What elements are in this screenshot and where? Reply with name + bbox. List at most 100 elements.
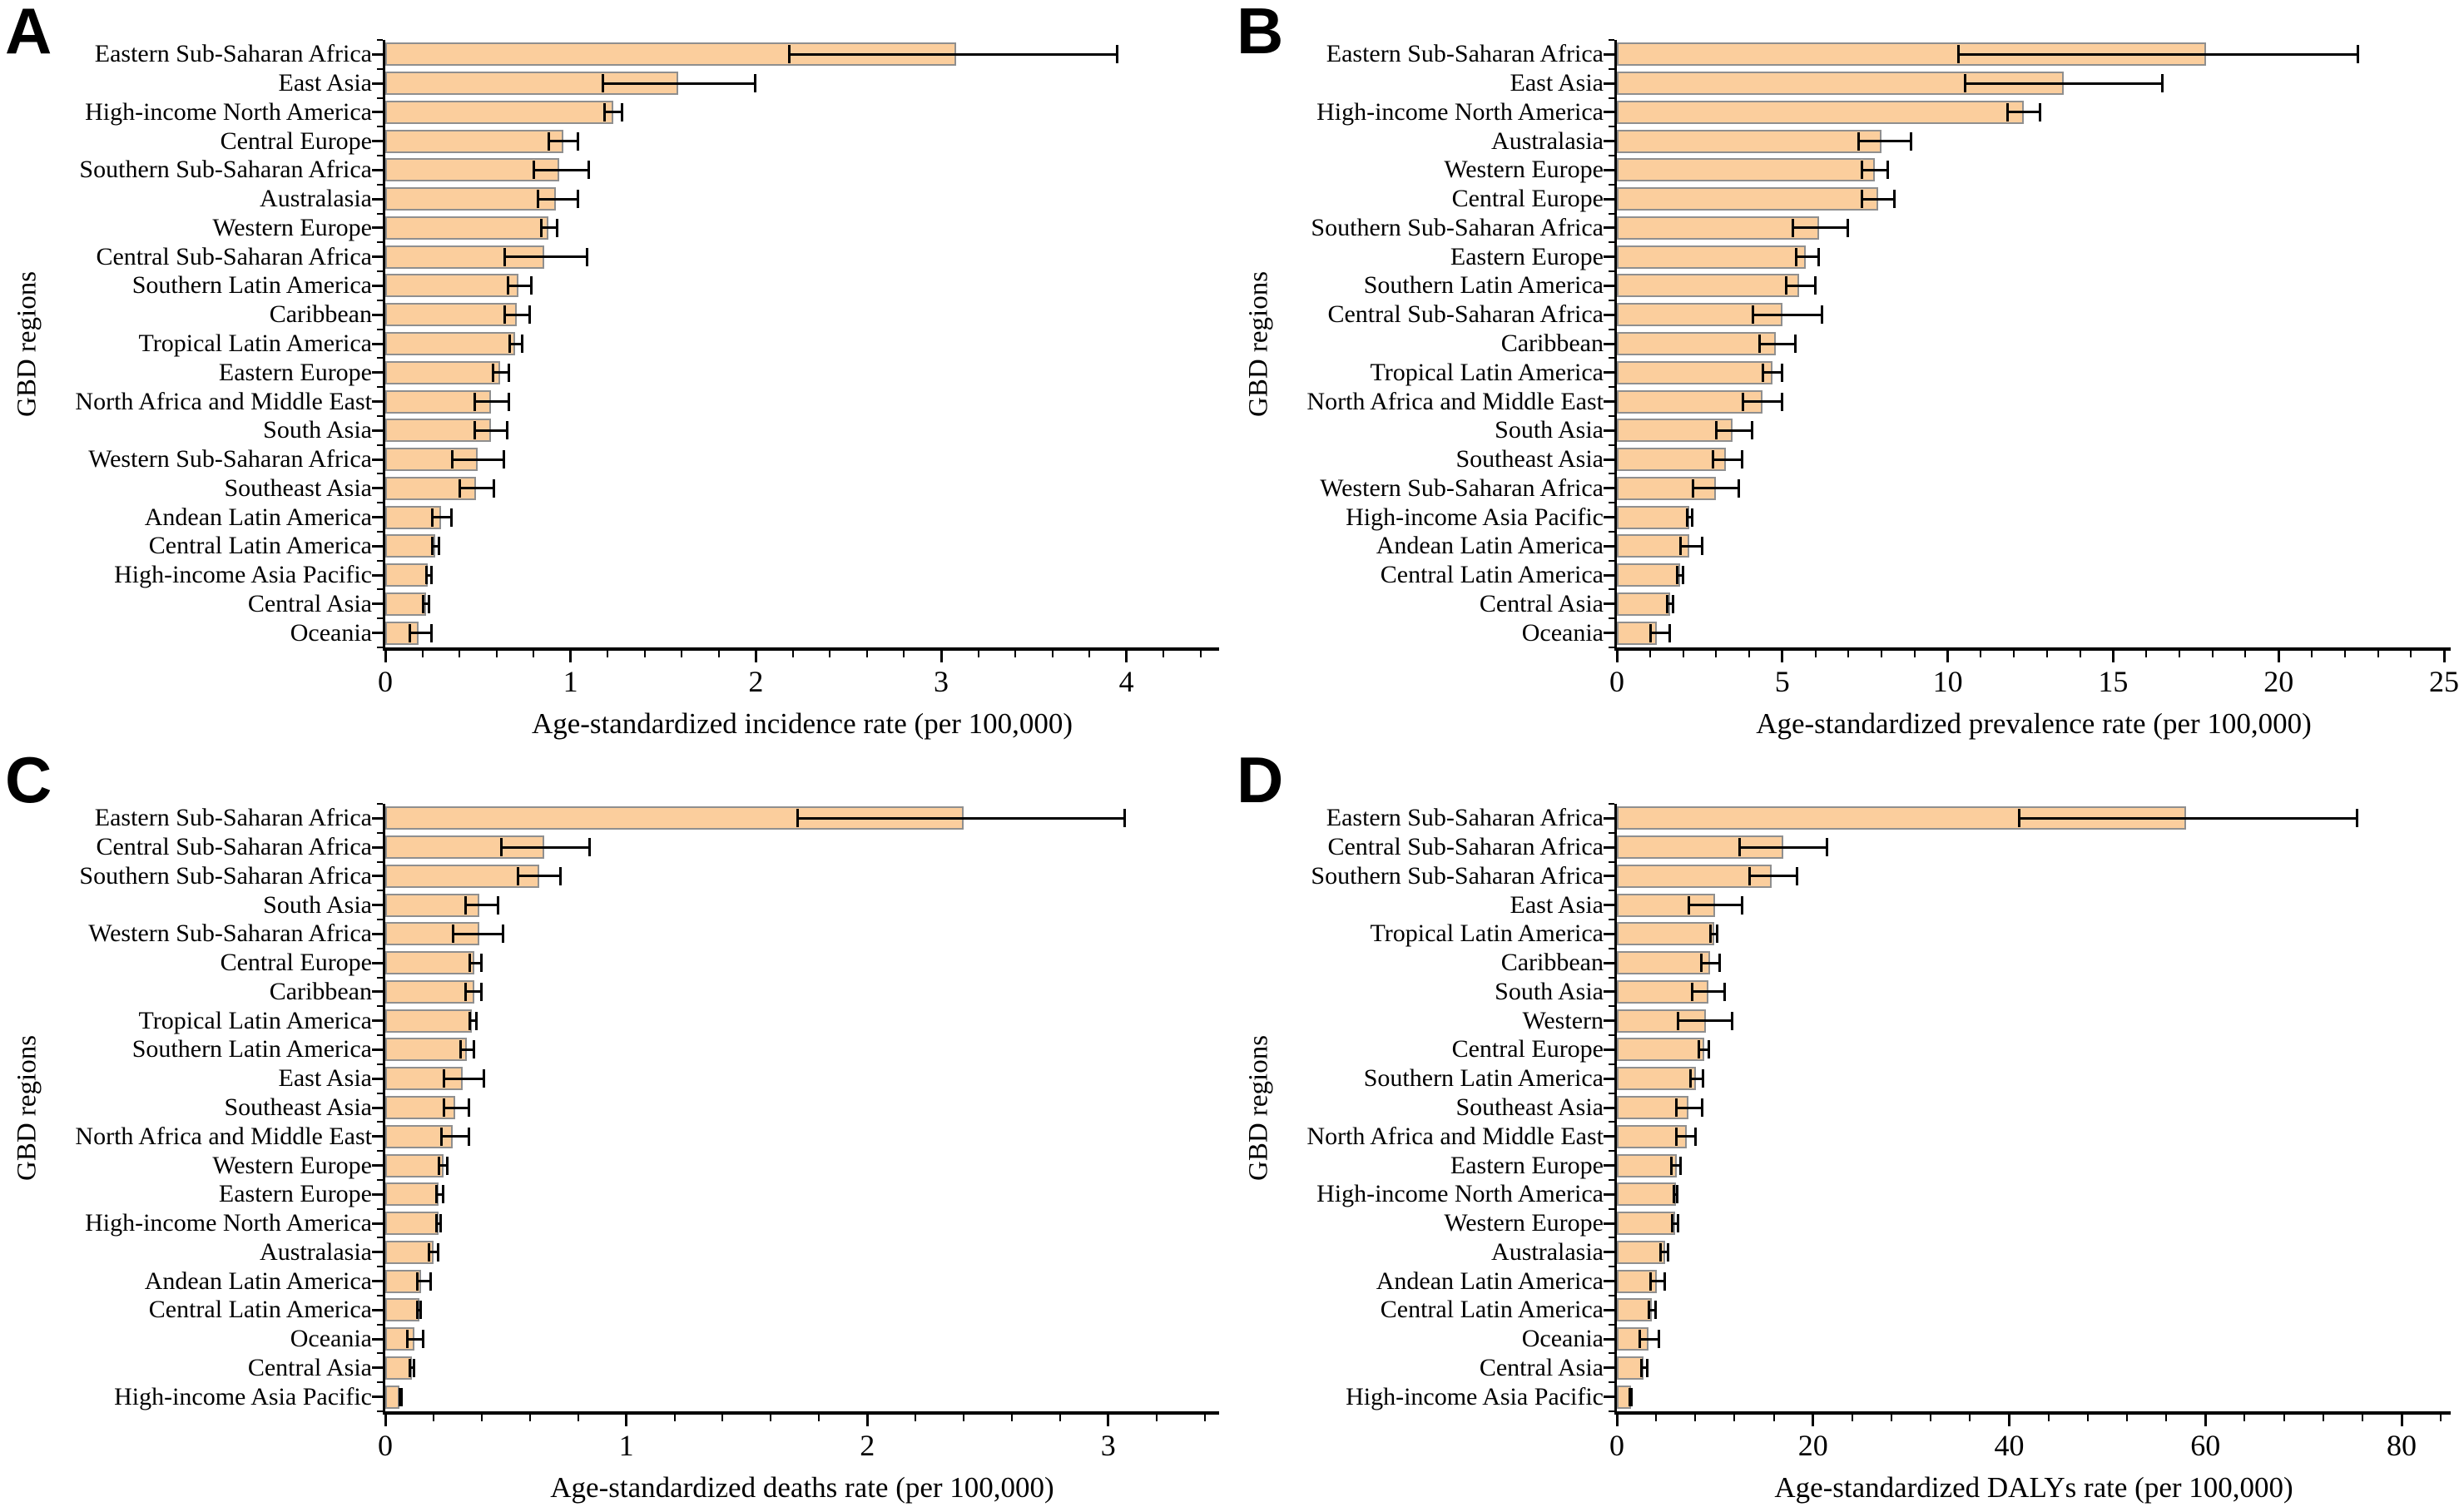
error-bar-cap-low	[1794, 247, 1797, 266]
category-label: Central Sub-Saharan Africa	[96, 242, 372, 270]
error-bar-cap-low	[547, 131, 550, 151]
error-bar-cap-high	[1123, 809, 1127, 828]
bar	[1617, 864, 1772, 888]
error-bar-cap-low	[1857, 131, 1861, 151]
error-bar-cap-high	[1657, 1330, 1660, 1349]
error-bar-cap-high	[400, 1387, 404, 1406]
y-boundary-tick	[377, 241, 383, 244]
error-bar-cap-high	[587, 161, 590, 180]
bar	[1617, 1153, 1677, 1177]
bar	[1617, 187, 1879, 211]
y-category-tick	[372, 1396, 383, 1399]
category-label: East Asia	[278, 1064, 373, 1093]
error-bar-line	[789, 52, 1118, 56]
error-bar-line	[435, 1192, 444, 1196]
error-bar-cap-low	[1715, 421, 1718, 440]
error-bar-cap-high	[450, 508, 454, 527]
y-boundary-tick	[377, 183, 383, 186]
error-bar-line	[1672, 1222, 1679, 1225]
error-bar-line	[1758, 342, 1796, 345]
y-boundary-tick	[1609, 473, 1614, 475]
error-bar-cap-low	[424, 566, 428, 585]
y-boundary-tick	[1609, 502, 1614, 504]
category-label: Oceania	[290, 618, 372, 647]
error-bar-cap-low	[601, 74, 604, 93]
bar	[1617, 245, 1806, 269]
y-boundary-tick	[377, 1207, 383, 1210]
error-bar-cap-low	[1658, 1242, 1662, 1262]
error-bar-cap-high	[482, 1069, 485, 1088]
x-minor-tick	[681, 651, 683, 657]
error-bar-line	[435, 1222, 441, 1225]
x-major-tick	[939, 651, 943, 662]
y-category-tick	[372, 544, 383, 548]
y-category-tick	[372, 1077, 383, 1080]
error-bar-cap-high	[1663, 1272, 1666, 1291]
bar	[1617, 835, 1784, 860]
bar	[385, 129, 563, 153]
error-bar-line	[503, 255, 587, 259]
y-category-tick	[1604, 1222, 1614, 1225]
error-bar-cap-low	[1708, 925, 1712, 944]
x-minor-tick	[2013, 651, 2015, 657]
bar	[1617, 1067, 1697, 1091]
error-bar-line	[469, 1019, 478, 1023]
error-bar-cap-low	[464, 982, 467, 1001]
error-bar-cap-low	[473, 392, 476, 411]
x-minor-tick	[2165, 1415, 2168, 1421]
error-bar-line	[464, 990, 482, 994]
category-label: Eastern Europe	[1450, 242, 1604, 270]
error-bar-line	[1713, 458, 1743, 461]
y-category-tick	[1604, 371, 1614, 374]
bar	[385, 1153, 444, 1177]
y-category-tick	[1604, 961, 1614, 964]
category-label: Andean Latin America	[144, 503, 372, 531]
error-bar-line	[443, 1077, 484, 1080]
category-label: North Africa and Middle East	[1306, 1122, 1604, 1150]
error-bar-cap-low	[508, 335, 512, 353]
bar	[385, 187, 556, 211]
error-bar-cap-high	[1817, 247, 1820, 266]
y-boundary-tick	[1609, 155, 1614, 157]
error-bar-line	[1739, 845, 1828, 849]
bar	[385, 100, 613, 124]
error-bar-cap-low	[1761, 363, 1764, 382]
bar	[1617, 389, 1762, 414]
error-bar-cap-low	[1758, 335, 1761, 353]
error-bar-cap-low	[1963, 74, 1966, 93]
category-label: Central Asia	[247, 1353, 372, 1381]
error-bar-cap-high	[1780, 363, 1783, 382]
y-boundary-tick	[377, 1005, 383, 1008]
x-minor-tick	[903, 651, 905, 657]
x-tick-label: 0	[1609, 665, 1624, 698]
y-boundary-tick	[377, 1237, 383, 1239]
error-bar-cap-low	[399, 1387, 402, 1406]
error-bar-cap-high	[556, 218, 559, 237]
error-bar-cap-low	[1700, 954, 1703, 973]
error-bar-cap-high	[1700, 1098, 1703, 1117]
y-category-tick	[1604, 1135, 1614, 1138]
y-boundary-tick	[377, 97, 383, 99]
y-category-tick	[372, 1366, 383, 1370]
error-bar-cap-high	[1847, 218, 1850, 237]
y-boundary-tick	[377, 1034, 383, 1037]
y-boundary-tick	[377, 1352, 383, 1355]
bar	[1617, 1356, 1643, 1380]
y-category-tick	[1604, 932, 1614, 935]
error-bar-line	[493, 371, 510, 374]
y-boundary-tick	[1609, 328, 1614, 330]
y-category-tick	[372, 197, 383, 201]
x-axis-title: Age-standardized incidence rate (per 100…	[531, 707, 1073, 740]
x-minor-tick	[1058, 1415, 1061, 1421]
error-bar-cap-high	[1678, 1156, 1682, 1175]
category-label: Eastern Sub-Saharan Africa	[1326, 804, 1604, 832]
x-tick-label: 25	[2429, 665, 2460, 698]
y-category-tick	[1604, 458, 1614, 461]
y-boundary-tick	[1609, 860, 1614, 863]
error-bar-line	[440, 1135, 470, 1138]
error-bar-line	[1743, 400, 1782, 404]
plot-area: GBD regions Age-standardized deaths rate…	[12, 803, 1219, 1504]
error-bar-cap-low	[503, 305, 506, 325]
y-boundary-tick	[377, 357, 383, 359]
y-category-tick	[1604, 1077, 1614, 1080]
